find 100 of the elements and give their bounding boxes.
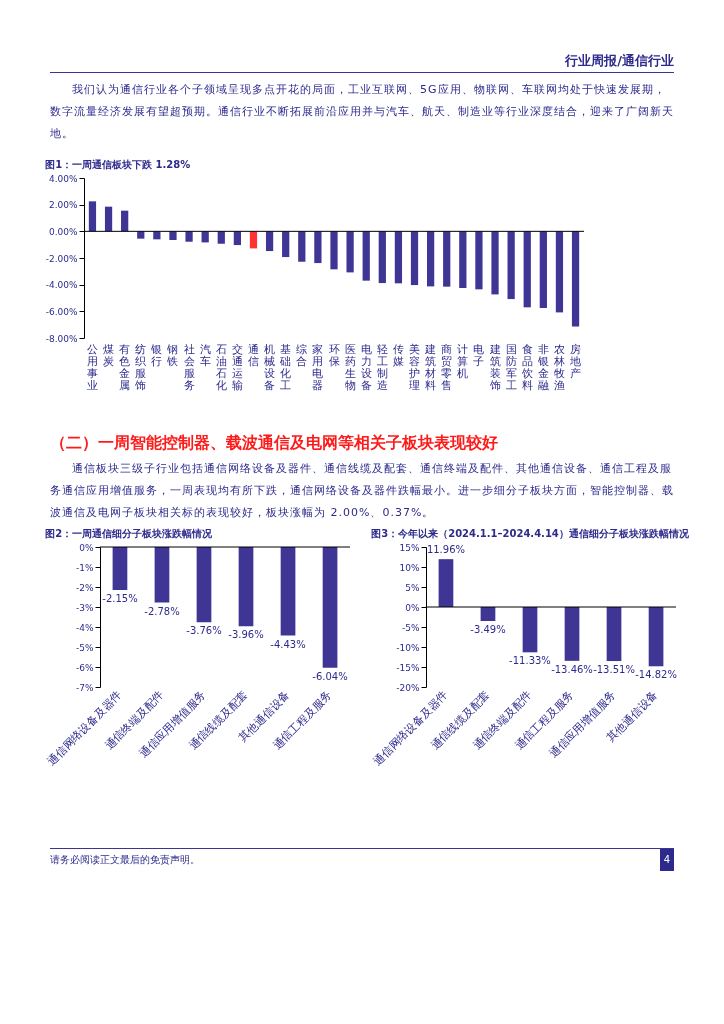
x-tick-label: 家用电器 (312, 342, 324, 391)
x-tick-label: 房地产 (569, 342, 582, 379)
x-tick-label: 轻工制造 (376, 342, 388, 391)
x-tick-label: 美容护理 (408, 342, 421, 391)
x-tick-label: 通信 (247, 342, 259, 367)
bar (443, 231, 451, 287)
bar (378, 231, 386, 284)
bar (427, 231, 435, 287)
bar (137, 231, 145, 239)
text: 行业周报/通信行业 (50, 0, 674, 73)
bar (491, 231, 499, 295)
x-tick-label: 医药生物 (344, 342, 356, 391)
x-tick-label: 食品饮料 (520, 342, 533, 391)
text: 我们认为通信行业各个子领域呈现多点开花的局面，工业互联网、5G应用、物联网、车联网均处于快速发展期，数字流量经济发展有望超预期。通信行业不断拓展前沿应用并与汽车、航天、制造业等行业深度结合，迎来了广阔新天地。 (50, 82, 674, 142)
chart-title: 图3：今年以来（2024.1.1–2024.4.14）通信细分子板块涨跌幅情况 (371, 528, 690, 539)
data-label: -13.51% (593, 664, 635, 676)
bar (104, 206, 113, 232)
data-label: -2.15% (102, 593, 138, 604)
chart-title: 图1：一周通信板块下跌 1.28% (45, 159, 191, 170)
y-tick-label: -8.00% (45, 333, 78, 344)
x-tick-label: 电子 (473, 342, 485, 367)
x-tick-label: 纺织服饰 (134, 342, 147, 391)
bar (282, 231, 290, 258)
data-label: -4.43% (270, 638, 306, 650)
y-tick-label: -10% (396, 642, 420, 653)
bar (88, 201, 97, 232)
data-label: 11.96% (426, 544, 466, 556)
x-tick-label: 银行 (150, 342, 163, 367)
x-tick-label: 建筑材料 (424, 342, 437, 391)
bar (330, 231, 338, 270)
bar (362, 231, 370, 281)
data-label: -3.96% (228, 629, 264, 641)
bar (314, 231, 322, 264)
x-tick-label: 交通运输 (231, 342, 243, 391)
y-tick-label: -2% (75, 582, 94, 593)
y-tick-label: 2.00% (48, 200, 78, 211)
bar (459, 231, 467, 288)
text: 通信板块三级子行业包括通信网络设备及器件、通信线缆及配套、通信终端及配件、其他通信设备、通信工程及服务通信应用增值服务，一周表现均有所下跌，通信网络设备及器件跌幅最小。进一步细分子板块方面，智能控制器、载波通信及电网子板块相关标的表现较好，板块涨幅为 2.00%、0.37%。 (50, 461, 674, 521)
bar (233, 231, 241, 246)
y-tick-label: -7% (75, 682, 94, 693)
y-tick-label: -6.00% (45, 306, 78, 317)
y-tick-label: -4.00% (45, 280, 78, 291)
text: 请务必阅读正文最后的免责声明。 (50, 853, 200, 867)
x-tick-label: 国防军工 (505, 342, 517, 391)
y-tick-label: 15% (399, 542, 420, 553)
x-tick-label: 基础化工 (279, 342, 292, 391)
y-tick-label: -5% (75, 642, 94, 653)
x-tick-label: 计算机 (457, 342, 469, 379)
x-tick-label: 煤炭 (103, 342, 115, 367)
x-tick-label: 钢铁 (166, 342, 179, 367)
y-tick-label: -6% (75, 662, 94, 673)
y-tick-label: 0% (79, 542, 94, 553)
bar (185, 231, 193, 242)
x-tick-label: 石油石化 (215, 342, 227, 391)
x-tick-label: 汽车 (199, 342, 211, 367)
bar (475, 231, 483, 290)
bar (507, 231, 515, 300)
data-label: -6.04% (312, 670, 348, 682)
x-tick-label: 建筑装饰 (488, 342, 501, 391)
x-tick-label: 有色金属 (119, 342, 131, 391)
x-tick-label: 公用事业 (86, 342, 98, 391)
chart-title: 图2：一周通信细分子板块涨跌幅情况 (45, 528, 214, 539)
x-tick-label: 传媒 (392, 342, 404, 367)
y-tick-label: -4% (75, 622, 94, 633)
bar (121, 210, 129, 232)
bar (265, 231, 274, 252)
x-tick-label: 综合 (296, 342, 308, 367)
bar (298, 231, 306, 262)
y-tick-label: -3% (75, 602, 94, 613)
data-label: -2.78% (144, 605, 180, 617)
x-tick-label: 机械设备 (264, 342, 276, 391)
x-tick-label: 电力设备 (360, 342, 372, 391)
bar (571, 231, 580, 327)
bar (539, 231, 547, 308)
y-tick-label: -15% (396, 662, 420, 673)
x-tick-label: 环保 (328, 342, 340, 367)
data-label: -11.33% (509, 655, 551, 667)
bar (346, 231, 354, 273)
text: 4 (659, 849, 674, 871)
x-tick-label: 商贸零售 (441, 342, 453, 391)
bar (249, 231, 258, 249)
y-tick-label: 5% (405, 582, 420, 593)
data-label: -14.82% (635, 669, 677, 681)
bar (394, 231, 403, 284)
bar (217, 231, 225, 244)
data-label: -3.49% (470, 623, 506, 635)
y-tick-label: -20% (396, 682, 420, 693)
bar (555, 231, 564, 313)
y-tick-label: 0% (405, 602, 420, 613)
y-tick-label: -5% (401, 622, 420, 633)
x-tick-label: 农林牧渔 (552, 342, 565, 391)
data-label: -13.46% (551, 663, 593, 675)
bar (410, 231, 419, 286)
y-tick-label: 0.00% (48, 226, 78, 237)
bar (169, 231, 177, 240)
text: （二）一周智能控制器、载波通信及电网等相关子板块表现较好 (50, 432, 499, 454)
y-tick-label: 4.00% (48, 173, 78, 184)
y-tick-label: 10% (399, 562, 420, 573)
x-tick-label: 非银金融 (536, 342, 549, 391)
y-tick-label: -2.00% (45, 253, 78, 264)
